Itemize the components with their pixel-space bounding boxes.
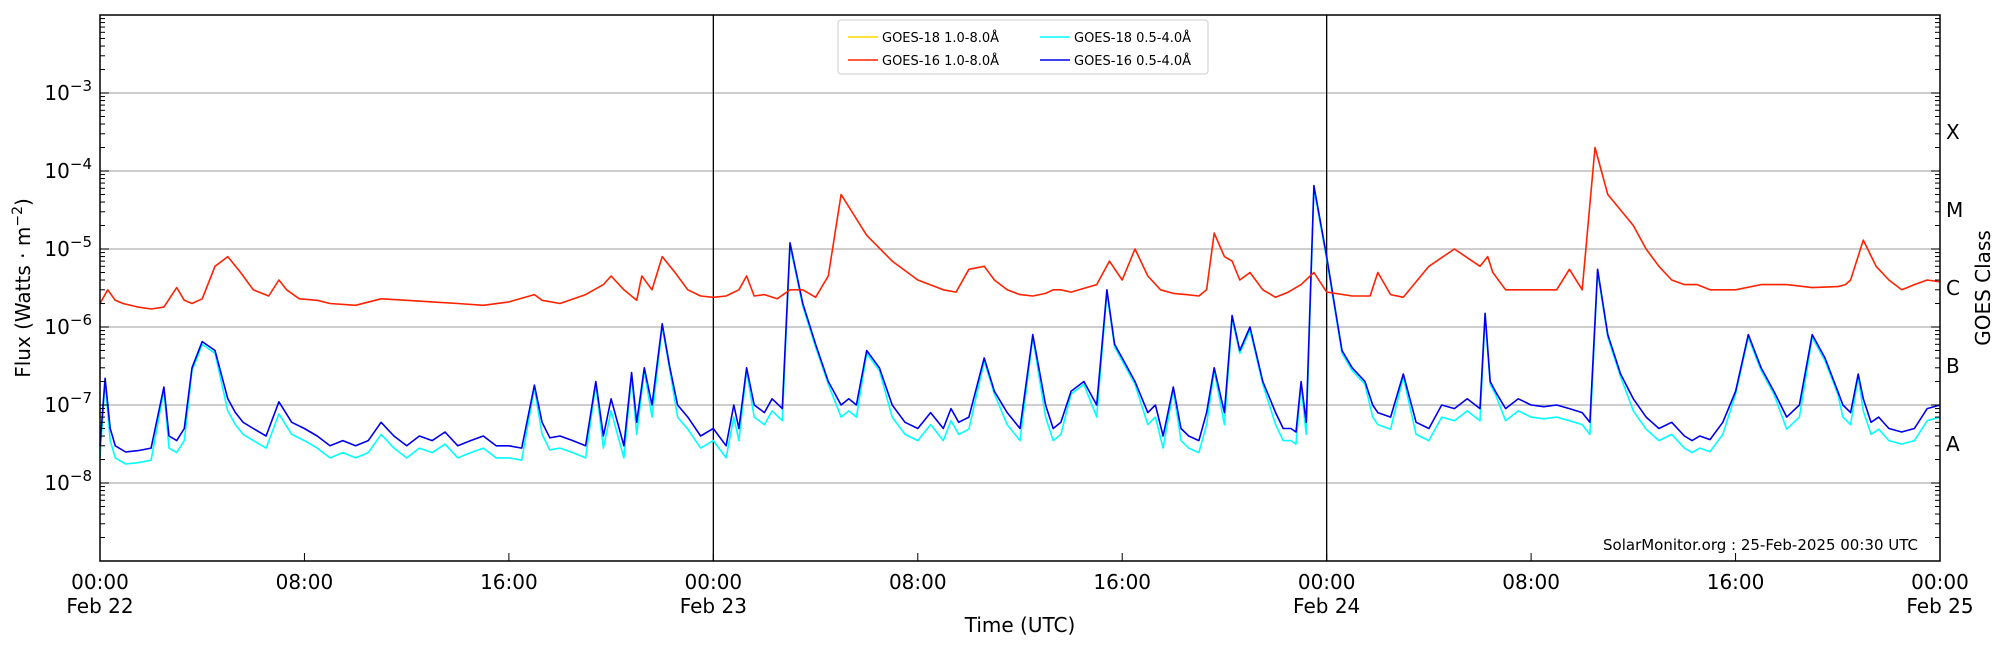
goes-class-x: X [1946, 120, 1960, 144]
legend-label: GOES-18 0.5-4.0Å [1074, 30, 1191, 46]
legend: GOES-18 1.0-8.0Å GOES-18 0.5-4.0Å GOES-16 … [837, 19, 1209, 75]
y-axis-ticks: 10−3 10−4 10−5 10−6 10−7 10−8 [44, 14, 109, 562]
x-tick-label: 00:00 [1911, 570, 1969, 594]
series-goes16-long [99, 146, 1941, 310]
x-axis-label: Time (UTC) [964, 613, 1076, 637]
y-tick-label: 10−8 [44, 467, 92, 495]
x-tick-label: 16:00 [1707, 570, 1765, 594]
x-tick-label: 08:00 [889, 570, 947, 594]
series-goes16-short [99, 184, 1941, 453]
y-axis-label-text: Flux (Watts · m [11, 227, 35, 378]
y-tick-label: 10−3 [44, 77, 92, 105]
y-axis-label: Flux (Watts · m−2) [10, 198, 35, 378]
x-tick-date: Feb 24 [1293, 594, 1360, 618]
x-tick-label: 08:00 [1502, 570, 1560, 594]
y-tick-label: 10−4 [44, 155, 92, 183]
x-tick-label: 00:00 [685, 570, 743, 594]
goes-class-m: M [1946, 198, 1963, 222]
x-tick-date: Feb 25 [1906, 594, 1973, 618]
legend-label: GOES-16 0.5-4.0Å [1074, 53, 1191, 69]
y-axis-label-close: ) [11, 198, 35, 206]
y-axis-label-exponent: −2 [10, 206, 26, 227]
goes-class-a: A [1946, 432, 1960, 456]
watermark: SolarMonitor.org : 25-Feb-2025 00:30 UTC [1603, 536, 1918, 554]
goes-class-label: GOES Class [1971, 230, 1995, 346]
x-tick-label: 00:00 [1298, 570, 1356, 594]
x-tick-date: Feb 22 [66, 594, 133, 618]
gridlines [100, 92, 1940, 484]
series-goes18-short [99, 187, 1941, 465]
svg-text:Flux (Watts · m−2): Flux (Watts · m−2) [10, 198, 35, 378]
x-tick-label: 16:00 [480, 570, 538, 594]
x-tick-label: 16:00 [1093, 570, 1151, 594]
legend-box [837, 19, 1209, 75]
right-axis-label: GOES Class [1971, 230, 1995, 346]
series-layer [99, 146, 1941, 465]
legend-label: GOES-16 1.0-8.0Å [882, 53, 999, 69]
plot-frame [99, 14, 1941, 562]
legend-label: GOES-18 1.0-8.0Å [882, 30, 999, 46]
x-tick-date: Feb 23 [680, 594, 747, 618]
y-tick-label: 10−7 [44, 389, 92, 417]
right-axis-ticks: X M C B A [1931, 14, 1963, 562]
x-tick-label: 00:00 [71, 570, 129, 594]
x-tick-label: 08:00 [276, 570, 334, 594]
y-tick-label: 10−5 [44, 233, 92, 261]
goes-class-b: B [1946, 354, 1960, 378]
day-divider-lines [712, 15, 1328, 561]
y-tick-label: 10−6 [44, 311, 92, 339]
goes-class-c: C [1946, 276, 1960, 300]
